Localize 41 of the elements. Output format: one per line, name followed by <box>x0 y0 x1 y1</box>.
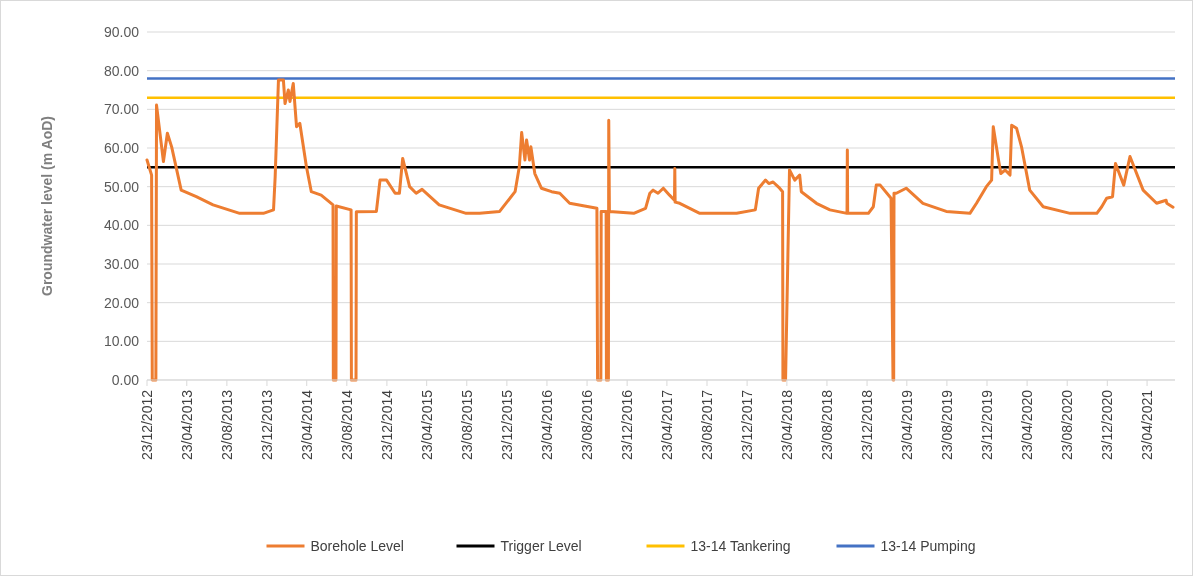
x-tick-label: 23/12/2013 <box>258 389 275 461</box>
x-tick-label: 23/04/2016 <box>538 389 555 461</box>
legend-label: Trigger Level <box>500 538 582 554</box>
y-tick-label: 30.00 <box>103 256 140 272</box>
x-tick-label: 23/04/2020 <box>1019 389 1036 461</box>
x-tick-label: 23/12/2017 <box>739 389 756 461</box>
legend-label: 13-14 Pumping <box>880 538 976 554</box>
y-tick-label: 60.00 <box>103 140 140 156</box>
y-tick-label: 0.00 <box>111 372 140 388</box>
legend-label: 13-14 Tankering <box>690 538 791 554</box>
x-tick-label: 23/12/2018 <box>859 389 876 461</box>
x-tick-label: 23/04/2019 <box>898 389 915 461</box>
x-tick-label: 23/12/2015 <box>498 389 515 461</box>
x-tick-label: 23/12/2014 <box>378 389 395 461</box>
x-tick-label: 23/04/2013 <box>178 389 195 461</box>
y-axis-title: Groundwater level (m AoD) <box>39 116 55 296</box>
x-tick-label: 23/12/2019 <box>979 389 996 461</box>
y-tick-label: 80.00 <box>103 62 140 79</box>
x-tick-label: 23/12/2016 <box>619 389 636 461</box>
y-tick-label: 50.00 <box>103 178 140 195</box>
x-tick-label: 23/04/2015 <box>418 389 435 461</box>
x-tick-label: 23/04/2014 <box>298 389 315 461</box>
x-tick-label: 23/08/2013 <box>218 389 235 461</box>
x-tick-label: 23/04/2021 <box>1139 389 1156 461</box>
x-tick-label: 23/04/2017 <box>658 389 675 461</box>
x-tick-label: 23/08/2020 <box>1059 389 1076 461</box>
x-tick-label: 23/12/2012 <box>139 389 155 461</box>
x-tick-label: 23/08/2018 <box>818 389 835 461</box>
y-tick-label: 10.00 <box>103 333 140 350</box>
y-tick-label: 90.00 <box>103 24 140 40</box>
x-tick-label: 23/08/2014 <box>338 389 355 461</box>
x-tick-label: 23/12/2020 <box>1099 389 1116 461</box>
legend-label: Borehole Level <box>310 538 404 554</box>
x-tick-label: 23/08/2019 <box>938 389 955 461</box>
y-tick-label: 70.00 <box>103 101 140 118</box>
x-tick-label: 23/08/2016 <box>579 389 596 461</box>
x-tick-label: 23/08/2017 <box>699 389 716 461</box>
y-tick-label: 40.00 <box>103 217 140 234</box>
x-tick-label: 23/04/2018 <box>778 389 795 461</box>
y-tick-label: 20.00 <box>103 294 140 311</box>
x-tick-label: 23/08/2015 <box>458 389 475 461</box>
